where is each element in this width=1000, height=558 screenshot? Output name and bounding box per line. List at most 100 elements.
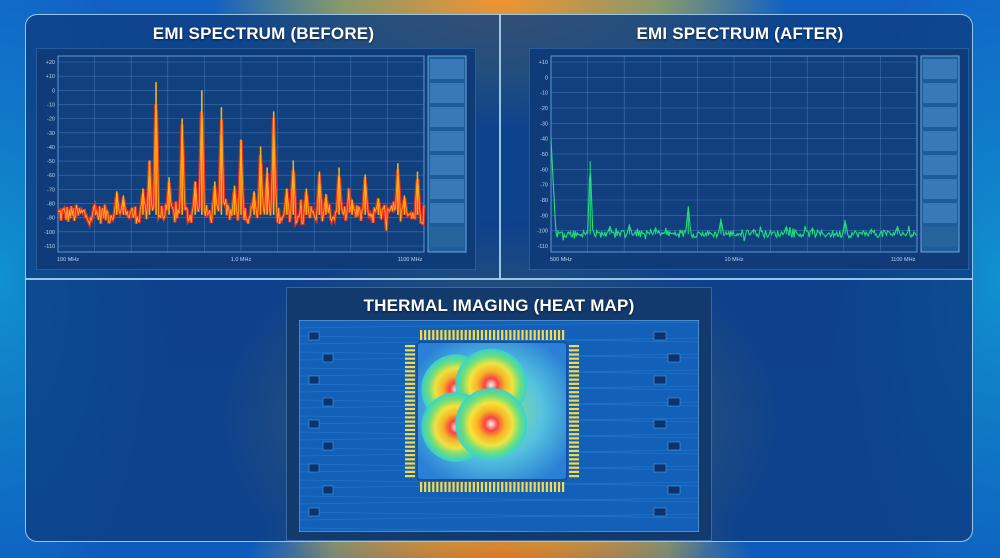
x-tick-label: 1.0 MHz — [231, 257, 252, 263]
y-tick-label: -100 — [44, 230, 55, 236]
chip-pin — [569, 454, 579, 457]
vertical-divider — [499, 14, 501, 279]
pcb-component — [653, 375, 667, 385]
before-chart-title: EMI SPECTRUM (BEFORE) — [152, 24, 375, 43]
pcb-component — [653, 507, 667, 517]
level-meter-segment — [430, 59, 464, 79]
chip-pin — [456, 330, 459, 340]
chip-pin — [521, 330, 524, 340]
level-meter-segment — [923, 155, 957, 175]
horizontal-divider — [25, 278, 973, 280]
chip-pin — [476, 330, 479, 340]
chip-pin — [569, 370, 579, 373]
chip-pin — [525, 330, 528, 340]
chip-pin — [569, 357, 579, 360]
chip-pin — [537, 482, 540, 492]
chip-pin — [436, 330, 439, 340]
level-meter-segment — [923, 131, 957, 151]
chip-pin — [436, 482, 439, 492]
chip-pin — [424, 482, 427, 492]
chip-pin — [497, 482, 500, 492]
chip-pin — [480, 482, 484, 492]
chip-pin — [405, 374, 415, 377]
after-chart-title: EMI SPECTRUM (AFTER) — [636, 24, 844, 43]
chip-pin — [460, 330, 463, 340]
chip-pin — [405, 403, 415, 406]
chip-pin — [569, 399, 579, 402]
chip-pin — [513, 482, 516, 492]
chip-pin — [420, 482, 423, 492]
chip-pin — [484, 482, 488, 492]
chip-pin — [405, 433, 415, 436]
level-meter-segment — [923, 179, 957, 199]
chip-pin — [569, 466, 579, 469]
y-tick-label: -10 — [540, 91, 548, 97]
chip-pin — [405, 428, 415, 432]
chip-pin — [569, 353, 579, 356]
chip-pin — [405, 470, 415, 474]
chip-pin — [432, 330, 435, 340]
pcb-trace — [299, 513, 699, 521]
pcb-component — [322, 485, 334, 495]
chip-pin — [405, 420, 415, 423]
chip-pin — [513, 330, 516, 340]
chip-pin — [468, 330, 471, 340]
y-tick-label: +10 — [46, 74, 55, 80]
y-tick-label: -100 — [537, 229, 548, 235]
chip-pin — [569, 449, 579, 453]
pcb-component — [308, 375, 320, 385]
y-tick-label: -30 — [47, 131, 55, 137]
y-tick-label: -90 — [540, 213, 548, 219]
y-tick-label: -80 — [540, 198, 548, 204]
chip-pin — [569, 412, 579, 415]
chip-pin — [432, 482, 435, 492]
level-meter-segment — [430, 155, 464, 175]
chip-pin — [405, 412, 415, 415]
y-tick-label: -50 — [47, 159, 55, 165]
pcb-component — [322, 353, 334, 363]
chip-pin — [405, 458, 415, 461]
y-tick-label: -10 — [47, 102, 55, 108]
chip-pin — [545, 330, 548, 340]
y-tick-label: -60 — [540, 167, 548, 173]
emi-after-chart: +10 0 -10 -20 -30 -40 -50 -60 -70 -80 -90 -100 -110 5… — [529, 48, 969, 270]
chip-pin — [562, 330, 565, 340]
y-tick-label: -70 — [47, 187, 55, 193]
thermal-panel: THERMAL IMAGING (HEAT MAP) — [287, 288, 711, 540]
x-tick-label: 100 MHz — [57, 257, 79, 263]
chip-pin — [456, 482, 459, 492]
chip-pin — [464, 330, 467, 340]
pcb-component — [667, 397, 681, 407]
chip-pin — [405, 416, 415, 419]
thermal-title: THERMAL IMAGING (HEAT MAP) — [363, 296, 635, 315]
chip-pin — [405, 449, 415, 453]
chip-pin — [472, 482, 475, 492]
chip-pin — [529, 482, 532, 492]
chip-pin — [569, 382, 579, 385]
chip-pin — [493, 330, 496, 340]
chip-pin — [480, 330, 484, 340]
chip-pin — [521, 482, 524, 492]
pcb-component — [667, 485, 681, 495]
pcb-component — [322, 397, 334, 407]
y-tick-label: -50 — [540, 152, 548, 158]
chip-pin — [452, 482, 455, 492]
chip-pin — [405, 353, 415, 356]
chip-pin — [428, 330, 431, 340]
chip-pin — [505, 330, 508, 340]
pcb-component — [667, 353, 681, 363]
chip-pin — [569, 420, 579, 423]
chip-pin — [405, 399, 415, 402]
chip-pin — [452, 330, 455, 340]
chip-pin — [405, 378, 415, 381]
y-tick-label: -40 — [47, 145, 55, 151]
spectrum-trace — [550, 138, 918, 242]
chip-pin — [553, 330, 557, 340]
chip-pin — [569, 378, 579, 381]
chip-pin — [405, 395, 415, 398]
chip-pin — [557, 482, 561, 492]
y-tick-label: -90 — [47, 216, 55, 222]
chip-pin — [569, 361, 579, 364]
chip-pin — [448, 330, 451, 340]
chip-pin — [440, 330, 443, 340]
